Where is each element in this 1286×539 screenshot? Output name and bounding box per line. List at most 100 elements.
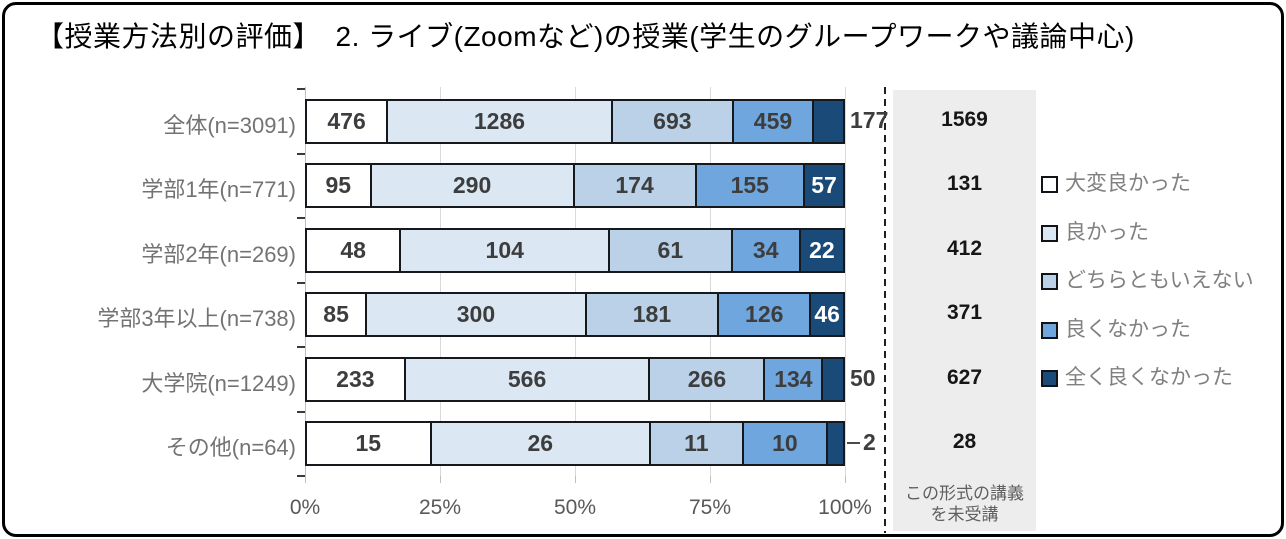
not-attended-value: 131 (946, 172, 983, 196)
not-attended-column (893, 90, 1036, 531)
x-axis-tick-label: 25% (418, 496, 462, 519)
bar-value-label: 22 (809, 236, 835, 263)
chart-title: 【授業方法別の評価】 2. ライブ(Zoomなど)の授業(学生のグループワークや… (36, 21, 1135, 52)
bar-value-label: 46 (814, 301, 840, 328)
bar-value-label: 476 (327, 107, 366, 134)
bar-value-label: 174 (615, 172, 654, 199)
bar-segment: 233 (305, 356, 406, 402)
legend-swatch-icon (1041, 224, 1058, 242)
not-attended-value: 28 (952, 430, 977, 454)
gridline (440, 87, 441, 476)
category-label: 全体(n=3091) (163, 112, 296, 138)
gridline (845, 87, 846, 476)
bar-value-label: 61 (657, 236, 684, 263)
bar-segment: 48 (305, 227, 402, 273)
bar-row: 48 104 61 34 22 (305, 227, 845, 273)
x-axis-tick-label: 75% (688, 496, 732, 519)
bar-segment: 290 (369, 163, 575, 209)
category-label: 大学院(n=1249) (141, 370, 296, 396)
bar-segment: 85 (305, 292, 368, 338)
bar-segment: 22 (798, 227, 845, 273)
legend-item: 全く良くなかった (1041, 367, 1233, 389)
bar-value-label: 104 (485, 236, 524, 263)
not-attended-value: 1569 (941, 107, 988, 131)
category-label: 学部1年(n=771) (141, 177, 296, 203)
y-axis-tick (297, 475, 305, 477)
legend-label: 良かった (1065, 221, 1149, 244)
bar-value-label: 57 (811, 172, 837, 199)
x-axis-tick (710, 476, 711, 483)
bar-segment (826, 421, 845, 467)
legend-item: 大変良かった (1041, 173, 1191, 195)
bar-value-label-outside: 2 (863, 429, 876, 456)
bar-value-label: 566 (507, 365, 547, 392)
y-axis-tick (297, 152, 305, 155)
legend-swatch-icon (1041, 321, 1058, 339)
legend-item: 良くなかった (1041, 319, 1191, 341)
bar-value-label-outside: 177 (850, 106, 889, 133)
legend-label: 全く良くなかった (1065, 366, 1233, 389)
bar-value-label: 459 (753, 107, 793, 134)
bar-row: 15 26 11 10 (305, 421, 845, 467)
category-label: 学部3年以上(n=738) (97, 306, 296, 332)
bar-segment: 693 (610, 98, 734, 144)
bar-segment: 266 (648, 356, 766, 402)
bar-value-label: 155 (730, 172, 769, 199)
x-axis-tick-label: 50% (553, 496, 597, 519)
bar-segment: 104 (399, 227, 611, 273)
legend-swatch-icon (1041, 175, 1058, 193)
not-attended-value: 412 (946, 236, 983, 260)
bar-segment: 61 (608, 227, 733, 273)
gridline (575, 87, 576, 476)
bar-segment: 476 (305, 98, 389, 144)
bar-value-label: 1286 (473, 107, 526, 134)
bar-segment: 174 (572, 163, 697, 209)
bar-value-label-outside: 50 (850, 364, 876, 391)
bar-segment: 181 (584, 292, 720, 338)
bar-segment: 300 (365, 292, 587, 338)
bar-value-label: 10 (772, 430, 798, 457)
bar-segment: 10 (741, 421, 829, 467)
bar-segment (821, 356, 845, 402)
bar-value-label: 181 (632, 301, 672, 328)
bar-value-label: 300 (456, 301, 496, 328)
x-axis-tick (440, 476, 441, 483)
legend-label: どちらともいえない (1065, 269, 1254, 292)
bar-value-label: 134 (774, 365, 813, 392)
legend-label: 大変良かった (1065, 172, 1191, 195)
bar-value-label: 290 (452, 172, 492, 199)
bar-value-label: 95 (325, 172, 352, 199)
legend-item: どちらともいえない (1041, 270, 1254, 292)
y-axis-line (305, 87, 306, 476)
leader-line (847, 442, 860, 445)
y-axis-tick (297, 281, 305, 284)
bar-value-label: 266 (687, 365, 727, 392)
bar-segment: 46 (809, 292, 845, 338)
bar-row: 476 1286 693 459 (305, 98, 845, 144)
not-attended-value: 371 (946, 301, 983, 325)
bar-value-label: 48 (340, 236, 366, 263)
bar-segment: 155 (694, 163, 806, 209)
bar-segment: 1286 (386, 98, 613, 144)
bar-value-label: 15 (355, 430, 382, 457)
bar-value-label: 26 (527, 430, 554, 457)
bar-segment: 26 (429, 421, 651, 467)
bar-segment: 57 (803, 163, 845, 209)
bar-value-label: 34 (752, 236, 779, 263)
bar-segment: 95 (305, 163, 372, 209)
bar-segment: 459 (731, 98, 815, 144)
not-attended-note: この形式の講義 を未受講 (893, 483, 1036, 525)
bar-segment: 126 (717, 292, 812, 338)
x-axis-tick (845, 476, 846, 483)
gridline (710, 87, 711, 476)
y-axis-tick (297, 88, 305, 90)
bar-segment: 34 (730, 227, 801, 273)
not-attended-value: 627 (946, 365, 983, 389)
bar-value-label: 126 (745, 301, 784, 328)
bar-value-label: 11 (684, 430, 709, 457)
y-axis-tick (297, 346, 305, 348)
bar-row: 95 290 174 155 57 (305, 163, 845, 209)
category-label: その他(n=64) (165, 435, 296, 461)
